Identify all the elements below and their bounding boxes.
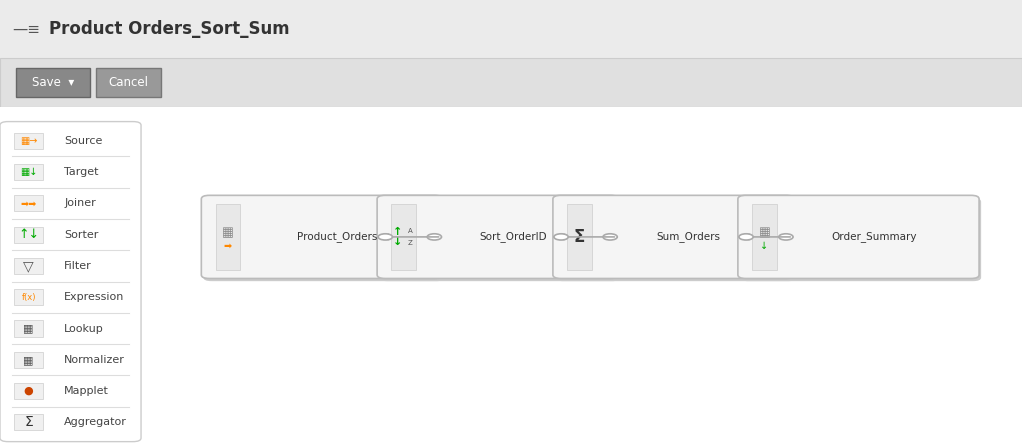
FancyBboxPatch shape — [555, 198, 796, 281]
Text: ▽: ▽ — [24, 259, 34, 273]
Text: Filter: Filter — [64, 261, 92, 271]
Circle shape — [427, 234, 442, 240]
Bar — [14, 352, 43, 368]
FancyBboxPatch shape — [377, 195, 618, 278]
Bar — [14, 133, 43, 149]
Text: Lookup: Lookup — [64, 324, 104, 333]
Bar — [14, 320, 43, 337]
Text: Product Orders_Sort_Sum: Product Orders_Sort_Sum — [49, 20, 289, 38]
Bar — [391, 204, 416, 270]
FancyBboxPatch shape — [201, 195, 443, 278]
Text: ↓: ↓ — [392, 237, 403, 247]
Text: —≡: —≡ — [12, 21, 40, 37]
Bar — [216, 204, 240, 270]
Text: Σ: Σ — [25, 415, 33, 430]
Text: ↓: ↓ — [760, 241, 769, 251]
Bar — [14, 195, 43, 211]
Text: Sort_OrderID: Sort_OrderID — [479, 232, 547, 242]
Text: ▦→: ▦→ — [19, 136, 38, 146]
Circle shape — [378, 234, 392, 240]
Circle shape — [739, 234, 753, 240]
Text: Normalizer: Normalizer — [64, 355, 125, 365]
Text: ↑: ↑ — [392, 227, 403, 236]
Text: Save  ▾: Save ▾ — [32, 76, 75, 89]
Bar — [14, 164, 43, 180]
Text: Sorter: Sorter — [64, 230, 99, 240]
Bar — [14, 289, 43, 305]
Text: Order_Summary: Order_Summary — [831, 232, 917, 242]
Text: ➡: ➡ — [224, 241, 232, 251]
Text: Sum_Orders: Sum_Orders — [657, 232, 721, 242]
Text: ↑↓: ↑↓ — [18, 228, 39, 241]
Bar — [567, 204, 592, 270]
Bar — [0, 58, 1022, 107]
Text: ▦↓: ▦↓ — [19, 167, 38, 177]
FancyBboxPatch shape — [740, 198, 981, 281]
Text: Source: Source — [64, 136, 102, 146]
Bar — [0, 0, 1022, 58]
Text: Expression: Expression — [64, 292, 125, 302]
Bar — [14, 227, 43, 243]
Bar — [96, 68, 161, 97]
Text: ▦: ▦ — [24, 324, 34, 333]
Bar — [14, 258, 43, 274]
Text: Aggregator: Aggregator — [64, 417, 127, 427]
Bar — [0, 107, 1022, 447]
FancyBboxPatch shape — [0, 122, 141, 442]
Bar — [14, 383, 43, 399]
Circle shape — [779, 234, 793, 240]
Circle shape — [603, 234, 617, 240]
Bar — [14, 414, 43, 430]
Text: ➡➡: ➡➡ — [20, 198, 37, 208]
FancyBboxPatch shape — [553, 195, 794, 278]
Text: ▦: ▦ — [758, 226, 771, 239]
FancyBboxPatch shape — [379, 198, 620, 281]
FancyBboxPatch shape — [203, 198, 445, 281]
FancyBboxPatch shape — [738, 195, 979, 278]
Text: A: A — [408, 228, 412, 234]
Text: f(x): f(x) — [21, 293, 36, 302]
Text: Mapplet: Mapplet — [64, 386, 109, 396]
Text: Product_Orders: Product_Orders — [297, 232, 377, 242]
Circle shape — [554, 234, 568, 240]
Text: ▦: ▦ — [24, 355, 34, 365]
Text: ●: ● — [24, 386, 34, 396]
Text: Z: Z — [408, 240, 412, 246]
Bar — [16, 68, 90, 97]
Bar — [752, 204, 777, 270]
Text: Target: Target — [64, 167, 99, 177]
Text: Cancel: Cancel — [108, 76, 149, 89]
Text: Σ: Σ — [573, 228, 586, 246]
Text: Joiner: Joiner — [64, 198, 96, 208]
Text: ▦: ▦ — [222, 226, 234, 239]
